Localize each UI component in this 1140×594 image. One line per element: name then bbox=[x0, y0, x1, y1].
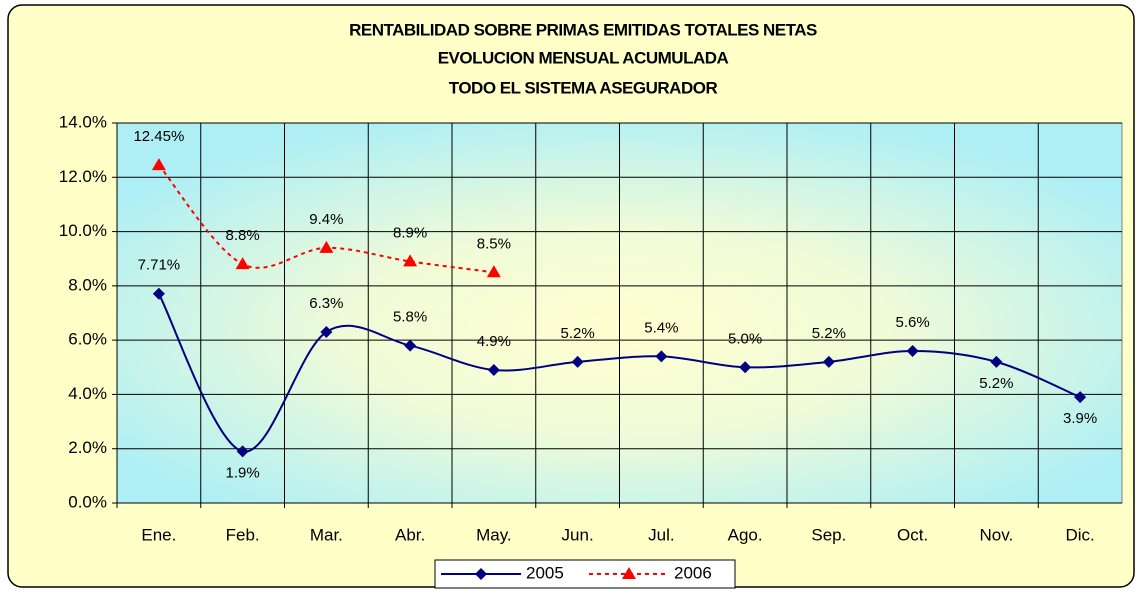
point bbox=[655, 350, 668, 363]
data-label: 5.2% bbox=[561, 325, 595, 342]
x-tick-label: Oct. bbox=[897, 525, 928, 544]
data-label: 8.5% bbox=[477, 235, 511, 252]
point bbox=[571, 355, 584, 368]
data-label: 9.4% bbox=[309, 211, 343, 228]
data-label: 3.9% bbox=[1063, 410, 1097, 427]
point bbox=[906, 345, 919, 357]
data-label: 7.71% bbox=[138, 257, 181, 274]
y-tick-label: 6.0% bbox=[68, 330, 107, 349]
point bbox=[152, 287, 165, 300]
point bbox=[739, 361, 752, 374]
data-label: 5.8% bbox=[393, 309, 427, 326]
x-tick-label: Sep. bbox=[811, 525, 846, 544]
point bbox=[1074, 391, 1087, 404]
x-tick-label: May. bbox=[476, 525, 512, 544]
x-tick-label: Ago. bbox=[728, 525, 763, 544]
x-tick-label: Nov. bbox=[980, 525, 1014, 544]
point bbox=[822, 355, 835, 368]
legend-label: 2006 bbox=[674, 563, 712, 582]
data-label: 8.9% bbox=[393, 224, 427, 241]
data-label: 8.8% bbox=[226, 227, 260, 244]
data-label: 4.9% bbox=[477, 333, 511, 350]
point bbox=[151, 158, 166, 171]
legend-label: 2005 bbox=[526, 563, 564, 582]
y-tick-label: 4.0% bbox=[68, 384, 107, 403]
data-label: 5.2% bbox=[979, 375, 1013, 392]
data-label: 5.6% bbox=[896, 314, 930, 331]
x-tick-label: Ene. bbox=[141, 525, 176, 544]
y-tick-label: 14.0% bbox=[59, 112, 107, 131]
point bbox=[990, 355, 1003, 368]
point bbox=[235, 257, 250, 270]
point bbox=[487, 364, 500, 376]
point bbox=[403, 254, 418, 267]
x-tick-label: Mar. bbox=[310, 525, 343, 544]
data-label: 5.2% bbox=[812, 325, 846, 342]
chart-title: EVOLUCION MENSUAL ACUMULADA bbox=[438, 48, 729, 67]
x-tick-label: Jul. bbox=[648, 525, 674, 544]
data-label: 5.4% bbox=[644, 319, 678, 336]
data-label: 5.0% bbox=[728, 330, 762, 347]
point bbox=[319, 240, 334, 253]
point bbox=[404, 339, 417, 352]
point bbox=[486, 265, 501, 278]
data-label: 6.3% bbox=[309, 295, 343, 312]
chart-title: RENTABILIDAD SOBRE PRIMAS EMITIDAS TOTAL… bbox=[349, 20, 817, 39]
x-tick-label: Feb. bbox=[226, 525, 260, 544]
x-tick-label: Dic. bbox=[1065, 525, 1094, 544]
x-tick-label: Abr. bbox=[395, 525, 425, 544]
y-tick-label: 12.0% bbox=[59, 167, 107, 186]
legend-marker bbox=[475, 568, 487, 580]
legend-marker bbox=[622, 567, 636, 579]
chart-title: TODO EL SISTEMA ASEGURADOR bbox=[449, 78, 718, 97]
data-label: 1.9% bbox=[226, 464, 260, 481]
y-tick-label: 0.0% bbox=[68, 492, 107, 511]
point bbox=[236, 445, 249, 458]
data-label: 12.45% bbox=[133, 128, 184, 145]
y-tick-label: 8.0% bbox=[68, 275, 107, 294]
y-tick-label: 2.0% bbox=[68, 438, 107, 457]
point bbox=[320, 326, 333, 338]
x-tick-label: Jun. bbox=[562, 525, 594, 544]
y-tick-label: 10.0% bbox=[59, 221, 107, 240]
